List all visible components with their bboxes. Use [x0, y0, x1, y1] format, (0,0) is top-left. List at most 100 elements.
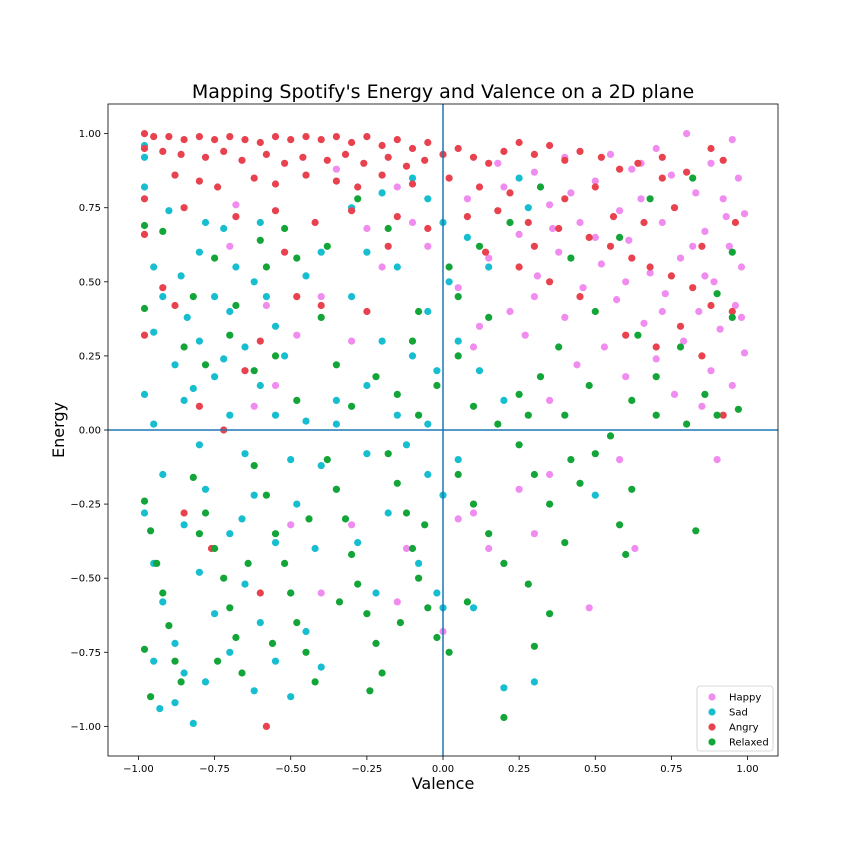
point-happy — [393, 183, 401, 191]
point-angry — [363, 307, 371, 316]
point-angry — [354, 183, 362, 191]
point-relaxed — [201, 361, 210, 369]
point-happy — [728, 381, 736, 390]
point-relaxed — [384, 224, 392, 233]
point-sad — [189, 719, 197, 728]
y-axis-label: Energy — [49, 402, 68, 458]
point-sad — [171, 639, 179, 648]
point-angry — [728, 307, 736, 316]
point-sad — [238, 515, 246, 523]
point-relaxed — [500, 559, 508, 568]
point-happy — [667, 171, 676, 179]
point-relaxed — [271, 352, 280, 360]
point-relaxed — [335, 598, 344, 606]
point-relaxed — [293, 396, 301, 404]
point-relaxed — [372, 373, 380, 381]
point-relaxed — [546, 500, 554, 508]
point-angry — [530, 242, 539, 250]
point-sad — [201, 485, 210, 493]
y-tick-label: −1.00 — [70, 722, 101, 733]
point-angry — [676, 322, 685, 330]
point-relaxed — [567, 254, 575, 262]
point-angry — [424, 138, 432, 147]
point-relaxed — [692, 527, 700, 535]
legend-marker-sad — [708, 708, 716, 716]
point-sad — [180, 521, 188, 529]
point-relaxed — [415, 411, 423, 419]
point-relaxed — [393, 390, 401, 398]
y-tick-label: 1.00 — [79, 129, 101, 140]
point-relaxed — [250, 367, 258, 375]
point-angry — [731, 218, 740, 227]
point-relaxed — [485, 530, 493, 538]
point-relaxed — [628, 396, 636, 404]
point-angry — [165, 133, 173, 141]
point-angry — [348, 138, 356, 147]
point-angry — [515, 263, 523, 271]
point-angry — [393, 136, 401, 144]
point-sad — [211, 293, 219, 301]
point-happy — [469, 509, 478, 517]
point-sad — [469, 604, 478, 612]
legend-marker-happy — [708, 693, 716, 701]
point-relaxed — [323, 242, 331, 250]
point-angry — [159, 284, 167, 292]
point-sad — [211, 373, 219, 381]
point-happy — [546, 201, 554, 209]
point-relaxed — [171, 657, 179, 665]
point-angry — [201, 153, 210, 161]
point-relaxed — [189, 473, 197, 481]
point-angry — [271, 133, 280, 141]
point-angry — [402, 162, 411, 170]
point-sad — [180, 396, 188, 404]
point-angry — [698, 352, 706, 360]
point-happy — [485, 544, 493, 553]
point-angry — [317, 136, 325, 144]
point-sad — [591, 491, 599, 499]
point-relaxed — [463, 598, 471, 606]
point-angry — [180, 136, 188, 144]
point-relaxed — [332, 485, 340, 493]
point-happy — [530, 293, 539, 301]
point-relaxed — [140, 304, 149, 313]
point-happy — [725, 242, 733, 250]
point-angry — [424, 224, 432, 233]
point-relaxed — [232, 301, 240, 310]
point-angry — [378, 171, 386, 179]
point-angry — [241, 136, 249, 144]
point-relaxed — [469, 500, 478, 508]
point-happy — [661, 290, 669, 298]
point-angry — [606, 242, 615, 250]
point-angry — [482, 248, 490, 256]
point-happy — [680, 337, 688, 345]
x-tick-label: 0.75 — [660, 764, 682, 775]
point-happy — [530, 168, 539, 176]
series-relaxed — [140, 174, 743, 722]
point-happy — [597, 260, 606, 268]
point-happy — [628, 165, 636, 173]
point-happy — [469, 343, 478, 351]
point-relaxed — [372, 639, 380, 648]
point-relaxed — [201, 509, 210, 517]
y-axis-ticks: −1.00 −0.75 −0.50 −0.25 0.00 0.25 0.50 0.75 1.00 — [70, 129, 108, 733]
point-sad — [302, 417, 310, 425]
point-happy — [494, 159, 502, 167]
point-angry — [609, 213, 618, 221]
point-sad — [454, 456, 462, 464]
legend-box — [696, 685, 774, 752]
point-happy — [622, 278, 630, 286]
point-sad — [363, 381, 371, 390]
point-relaxed — [713, 411, 721, 419]
point-angry — [561, 195, 569, 203]
point-sad — [287, 693, 295, 701]
point-happy — [573, 361, 581, 369]
point-sad — [433, 589, 441, 597]
point-angry — [211, 136, 219, 144]
point-relaxed — [363, 610, 371, 618]
point-relaxed — [293, 619, 301, 627]
point-relaxed — [546, 610, 554, 618]
point-sad — [475, 367, 484, 375]
point-happy — [521, 331, 529, 339]
